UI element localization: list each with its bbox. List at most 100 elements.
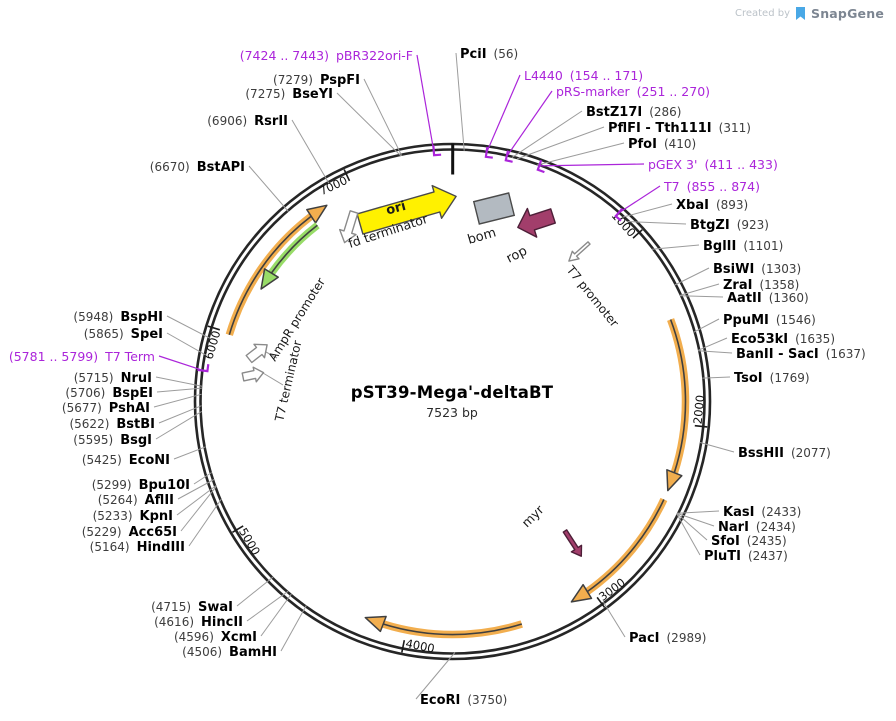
site-label-PflFI-Tth111I[interactable]: PflFI - Tth111I (311) [608,120,751,136]
site-position: (5425) [81,453,122,467]
site-label-BseYI[interactable]: (7275) BseYI [245,86,333,102]
site-label-BspHI[interactable]: (5948) BspHI [73,309,163,325]
ampr-gene-arc-arrowhead[interactable] [306,204,328,224]
site-label-BglII[interactable]: BglII (1101) [703,238,783,254]
site-name: Bpu10I [138,478,190,493]
site-label-PpuMI[interactable]: PpuMI (1546) [723,312,816,328]
site-label-TsoI[interactable]: TsoI (1769) [734,370,810,386]
site-label-BssHII[interactable]: BssHII (2077) [738,445,831,461]
site-label-Bpu10I[interactable]: (5299) Bpu10I [92,477,190,493]
myr-arrow[interactable] [562,529,583,557]
site-label-BanII-SacI[interactable]: BanII - SacI (1637) [736,346,866,362]
glyph-connector-1 [262,372,284,386]
tick-mark-4000 [401,640,406,653]
site-label-HindIII[interactable]: (5164) HindIII [90,539,185,555]
site-label-AatII[interactable]: AatII (1360) [727,290,809,306]
site-name: BseYI [292,87,333,102]
site-label-Acc65I[interactable]: (5229) Acc65I [82,524,177,540]
site-label-XcmI[interactable]: (4596) XcmI [174,629,257,645]
site-name: PspFI [319,73,360,88]
site-position: (4616) [154,615,195,629]
site-position: (5706) [65,386,106,400]
site-label-EcoRI[interactable]: EcoRI (3750) [420,692,507,708]
site-label-BamHI[interactable]: (4506) BamHI [182,644,277,660]
site-name: EcoRI [420,693,461,708]
ampr-promoter-glyph[interactable] [245,343,268,364]
feature-bracket-T7[interactable] [614,207,624,222]
callout-line-SfoI [676,513,708,541]
feature-bracket-pRS-marker[interactable] [504,150,513,163]
site-label-EcoNI[interactable]: (5425) EcoNI [82,452,170,468]
site-label-NruI[interactable]: (5715) NruI [74,370,152,386]
feature-line-pRS-marker [506,90,553,157]
site-position: (1360) [768,291,809,305]
t7-terminator-glyph[interactable] [241,366,265,383]
gene-arc-1-arrowhead[interactable] [666,469,683,492]
feature-label-L4440[interactable]: L4440 (154 .. 171) [524,68,643,83]
gene-arc-2[interactable] [585,497,668,595]
site-label-BsgI[interactable]: (5595) BsgI [73,432,152,448]
site-name: PpuMI [723,313,769,328]
site-label-KasI[interactable]: KasI (2433) [723,504,801,520]
site-position: (2433) [761,505,802,519]
site-label-PshAI[interactable]: (5677) PshAI [62,400,150,416]
site-label-ZraI[interactable]: ZraI (1358) [723,277,799,293]
callout-line-BspHI [166,315,210,339]
callout-line-PfoI [536,142,625,166]
callout-line-BstAPI [248,165,289,212]
site-label-Eco53kI[interactable]: Eco53kI (1635) [731,331,835,347]
bom-box[interactable] [472,192,516,225]
feature-bracket-L4440[interactable] [484,146,493,159]
callout-line-EcoRI [415,652,456,700]
callout-line-PpuMI [693,318,720,333]
site-position: (2437) [747,549,788,563]
site-label-HincII[interactable]: (4616) HincII [154,614,243,630]
gene-arc-2-arrowhead[interactable] [570,583,593,603]
site-label-SwaI[interactable]: (4715) SwaI [151,599,233,615]
orf-arrow-green-arrowhead[interactable] [260,268,279,290]
site-position: (1546) [775,313,816,327]
site-label-XbaI[interactable]: XbaI (893) [676,197,748,213]
site-label-AflII[interactable]: (5264) AflII [98,492,174,508]
fd-terminator-glyph[interactable] [339,210,359,244]
site-label-NarI[interactable]: NarI (2434) [718,519,796,535]
site-label-PciI[interactable]: PciI (56) [460,46,518,62]
site-label-PluTI[interactable]: PluTI (2437) [704,548,788,564]
feature-label-pGEX-3-[interactable]: pGEX 3' (411 .. 433) [648,157,778,172]
inner-label-bom: bom [466,225,498,247]
site-label-SfoI[interactable]: SfoI (2435) [711,533,787,549]
feature-range: (154 .. 171) [569,68,644,83]
site-label-BspEI[interactable]: (5706) BspEI [65,385,153,401]
site-label-BsiWI[interactable]: BsiWI (1303) [713,261,801,277]
callout-line-BstBI [158,405,202,424]
site-label-RsrII[interactable]: (6906) RsrII [207,113,288,129]
feature-label-pRS-marker[interactable]: pRS-marker (251 .. 270) [556,84,710,99]
site-label-KpnI[interactable]: (5233) KpnI [93,508,173,524]
site-label-BstAPI[interactable]: (6670) BstAPI [150,159,245,175]
site-label-BstZ17I[interactable]: BstZ17I (286) [586,104,682,120]
feature-label-T7-Term[interactable]: (5781 .. 5799) T7 Term [9,349,155,364]
site-label-PacI[interactable]: PacI (2989) [629,630,706,646]
tick-mark-2000 [694,424,708,428]
feature-name: T7 [664,179,680,194]
callout-line-AflII [177,479,215,500]
site-label-SpeI[interactable]: (5865) SpeI [84,326,163,342]
callout-line-BanII - SacI [698,350,733,354]
feature-bracket-T7 Term[interactable] [197,364,210,373]
site-label-BstBI[interactable]: (5622) BstBI [69,416,155,432]
site-position: (6670) [149,160,190,174]
site-label-PfoI[interactable]: PfoI (410) [628,136,696,152]
site-position: (6906) [207,114,248,128]
feature-label-T7[interactable]: T7 (855 .. 874) [664,179,760,194]
feature-bracket-pGEX 3'[interactable] [536,159,545,174]
t7-promoter-glyph[interactable] [568,241,591,262]
feature-label-pBR322ori-F[interactable]: (7424 .. 7443) pBR322ori-F [240,48,413,63]
feature-bracket-pBR322ori-F[interactable] [432,145,442,157]
rop-arrow[interactable] [517,207,556,238]
gene-arc-3-arrowhead[interactable] [364,615,387,633]
callout-line-PflFI - Tth111I [516,126,605,160]
site-label-PspFI[interactable]: (7279) PspFI [273,72,360,88]
site-label-BtgZI[interactable]: BtgZI (923) [690,217,769,233]
ori-arrow[interactable] [356,184,457,235]
site-name: KasI [723,505,755,520]
